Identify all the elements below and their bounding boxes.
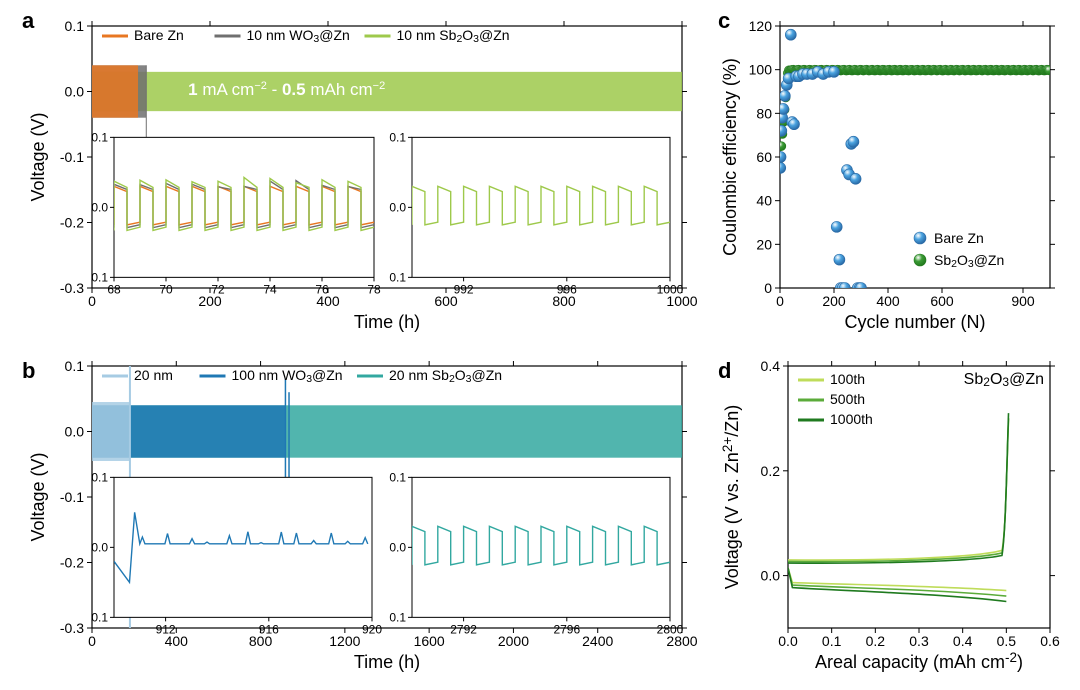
svg-text:0.0: 0.0 xyxy=(778,633,798,649)
svg-text:0.1: 0.1 xyxy=(389,470,406,484)
svg-text:0.5: 0.5 xyxy=(997,633,1017,649)
svg-text:0.1: 0.1 xyxy=(822,633,842,649)
svg-text:1000: 1000 xyxy=(657,282,684,296)
svg-text:78: 78 xyxy=(367,282,381,296)
svg-text:1600: 1600 xyxy=(414,633,445,649)
svg-text:100th: 100th xyxy=(830,371,865,387)
svg-text:0.4: 0.4 xyxy=(761,358,781,374)
svg-text:-0.1: -0.1 xyxy=(60,149,84,165)
svg-text:-0.1: -0.1 xyxy=(60,489,84,505)
svg-text:Time (h): Time (h) xyxy=(354,312,420,332)
svg-text:0.6: 0.6 xyxy=(1040,633,1060,649)
panel-b-chart: 040080012001600200024002800-0.3-0.2-0.10… xyxy=(20,350,700,680)
svg-text:200: 200 xyxy=(822,293,846,309)
svg-text:0.0: 0.0 xyxy=(91,540,108,554)
svg-text:2000: 2000 xyxy=(498,633,529,649)
svg-text:72: 72 xyxy=(211,282,225,296)
svg-text:20: 20 xyxy=(756,236,772,252)
svg-text:1 mA cm−2 - 0.5 mAh cm−2: 1 mA cm−2 - 0.5 mAh cm−2 xyxy=(188,80,385,99)
svg-text:0: 0 xyxy=(776,293,784,309)
svg-text:0.1: 0.1 xyxy=(91,270,108,284)
svg-text:0.1: 0.1 xyxy=(65,358,85,374)
svg-text:920: 920 xyxy=(362,622,382,636)
svg-text:0: 0 xyxy=(88,293,96,309)
svg-text:0.0: 0.0 xyxy=(389,200,406,214)
svg-text:Coulombic efficiency (%): Coulombic efficiency (%) xyxy=(720,58,740,256)
svg-text:0.1: 0.1 xyxy=(91,470,108,484)
svg-text:916: 916 xyxy=(259,622,279,636)
svg-text:10 nm Sb2O3@Zn: 10 nm Sb2O3@Zn xyxy=(397,27,510,45)
svg-text:60: 60 xyxy=(756,149,772,165)
svg-text:Time (h): Time (h) xyxy=(354,652,420,672)
svg-text:-0.2: -0.2 xyxy=(60,555,84,571)
svg-text:600: 600 xyxy=(930,293,954,309)
svg-text:0.0: 0.0 xyxy=(65,424,85,440)
svg-text:0.0: 0.0 xyxy=(389,540,406,554)
svg-text:0.1: 0.1 xyxy=(91,130,108,144)
svg-text:0.0: 0.0 xyxy=(761,568,781,584)
svg-text:120: 120 xyxy=(749,18,773,34)
svg-text:74: 74 xyxy=(263,282,277,296)
svg-text:0: 0 xyxy=(764,280,772,296)
svg-text:2796: 2796 xyxy=(553,622,580,636)
svg-text:0.3: 0.3 xyxy=(909,633,929,649)
svg-text:0.1: 0.1 xyxy=(389,610,406,624)
svg-text:Cycle number (N): Cycle number (N) xyxy=(844,312,985,332)
svg-text:Voltage (V vs. Zn2+/Zn): Voltage (V vs. Zn2+/Zn) xyxy=(720,405,742,590)
svg-text:Sb2O3@Zn: Sb2O3@Zn xyxy=(964,371,1044,389)
svg-text:1000th: 1000th xyxy=(830,411,873,427)
svg-text:0.0: 0.0 xyxy=(65,84,85,100)
svg-text:996: 996 xyxy=(557,282,577,296)
svg-text:0.2: 0.2 xyxy=(866,633,886,649)
svg-text:40: 40 xyxy=(756,193,772,209)
svg-text:2400: 2400 xyxy=(582,633,613,649)
svg-text:20 nm Sb2O3@Zn: 20 nm Sb2O3@Zn xyxy=(389,367,502,385)
svg-text:Bare Zn: Bare Zn xyxy=(134,27,184,43)
svg-text:992: 992 xyxy=(454,282,474,296)
svg-text:0.1: 0.1 xyxy=(389,130,406,144)
svg-text:70: 70 xyxy=(159,282,173,296)
svg-text:400: 400 xyxy=(876,293,900,309)
svg-text:2792: 2792 xyxy=(450,622,477,636)
svg-text:68: 68 xyxy=(107,282,121,296)
panel-a-chart: 02004006008001000-0.3-0.2-0.10.00.1Time … xyxy=(20,10,700,340)
panel-d-chart: 0.00.10.20.30.40.50.60.00.20.4Areal capa… xyxy=(710,350,1070,680)
svg-text:912: 912 xyxy=(156,622,176,636)
svg-text:10 nm WO3@Zn: 10 nm WO3@Zn xyxy=(247,27,350,45)
svg-text:Bare Zn: Bare Zn xyxy=(934,230,984,246)
figure-root: a b c d 02004006008001000-0.3-0.2-0.10.0… xyxy=(0,0,1080,690)
svg-text:0.4: 0.4 xyxy=(953,633,973,649)
svg-text:20 nm: 20 nm xyxy=(134,367,173,383)
svg-text:0.0: 0.0 xyxy=(91,200,108,214)
svg-text:0.1: 0.1 xyxy=(65,18,85,34)
svg-text:0.2: 0.2 xyxy=(761,463,781,479)
svg-text:-0.3: -0.3 xyxy=(60,620,84,636)
svg-text:-0.2: -0.2 xyxy=(60,215,84,231)
svg-text:Voltage (V): Voltage (V) xyxy=(28,452,48,541)
svg-text:80: 80 xyxy=(756,105,772,121)
svg-text:Voltage (V): Voltage (V) xyxy=(28,112,48,201)
svg-text:0.1: 0.1 xyxy=(91,610,108,624)
svg-text:1200: 1200 xyxy=(329,633,360,649)
svg-text:-0.3: -0.3 xyxy=(60,280,84,296)
svg-text:900: 900 xyxy=(1011,293,1035,309)
svg-text:Sb2O3@Zn: Sb2O3@Zn xyxy=(934,252,1004,270)
svg-text:100 nm WO3@Zn: 100 nm WO3@Zn xyxy=(232,367,343,385)
svg-text:76: 76 xyxy=(315,282,329,296)
svg-text:0.1: 0.1 xyxy=(389,270,406,284)
svg-text:2800: 2800 xyxy=(657,622,684,636)
svg-text:100: 100 xyxy=(749,62,773,78)
svg-text:Areal capacity (mAh cm-2): Areal capacity (mAh cm-2) xyxy=(815,650,1023,672)
svg-text:0: 0 xyxy=(88,633,96,649)
panel-c-chart: 0 200 400 600 900 0 20 40 60 80 100 120 Cycle number… xyxy=(710,10,1070,340)
svg-text:500th: 500th xyxy=(830,391,865,407)
